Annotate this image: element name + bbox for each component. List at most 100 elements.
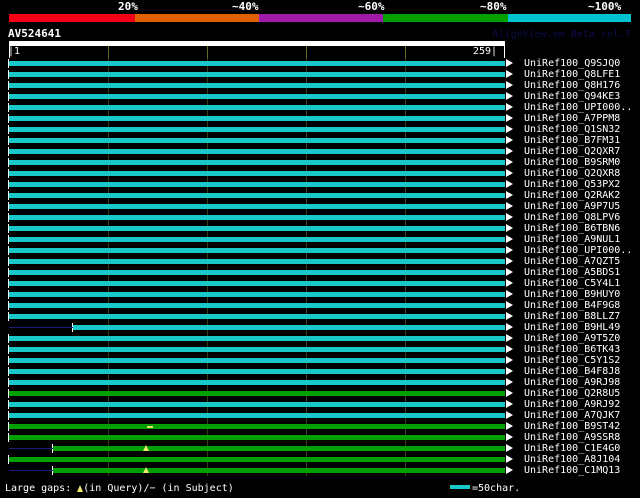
hsp-bar[interactable] <box>53 446 505 451</box>
hit-label[interactable]: UniRef100_A9RJ92 <box>524 399 621 410</box>
hit-row[interactable]: UniRef100_A9RJ92 <box>0 399 640 410</box>
hsp-bar[interactable] <box>9 94 505 99</box>
hit-row[interactable]: UniRef100_UPI000.. <box>0 245 640 256</box>
hsp-bar[interactable] <box>9 61 505 66</box>
hit-label[interactable]: UniRef100_B4F9G8 <box>524 300 621 311</box>
hit-row[interactable]: UniRef100_A7PPM8 <box>0 113 640 124</box>
hit-row[interactable]: UniRef100_UPI000.. <box>0 102 640 113</box>
hit-label[interactable]: UniRef100_A7QZT5 <box>524 256 621 267</box>
hit-row[interactable]: UniRef100_A9P7U5 <box>0 201 640 212</box>
hit-row[interactable]: UniRef100_A9NUL1 <box>0 234 640 245</box>
hit-row[interactable]: UniRef100_A8J104 <box>0 454 640 465</box>
hsp-bar[interactable] <box>9 182 505 187</box>
hsp-bar[interactable] <box>9 380 505 385</box>
hit-label[interactable]: UniRef100_C5Y4L1 <box>524 278 621 289</box>
hit-row[interactable]: UniRef100_B9SRM0 <box>0 157 640 168</box>
hit-label[interactable]: UniRef100_A7QJK7 <box>524 410 621 421</box>
hit-label[interactable]: UniRef100_A9RJ98 <box>524 377 621 388</box>
hsp-bar[interactable] <box>53 468 505 473</box>
hsp-bar[interactable] <box>73 325 505 330</box>
hit-row[interactable]: UniRef100_A9T5Z0 <box>0 333 640 344</box>
hit-label[interactable]: UniRef100_Q8H176 <box>524 80 621 91</box>
hit-row[interactable]: UniRef100_Q53PX2 <box>0 179 640 190</box>
hit-row[interactable]: UniRef100_Q2RAK2 <box>0 190 640 201</box>
hsp-bar[interactable] <box>9 358 505 363</box>
hit-label[interactable]: UniRef100_A8J104 <box>524 454 621 465</box>
hit-label[interactable]: UniRef100_Q53PX2 <box>524 179 621 190</box>
hit-row[interactable]: UniRef100_B4F9G8 <box>0 300 640 311</box>
hit-row[interactable]: UniRef100_Q8LFE1 <box>0 69 640 80</box>
hit-row[interactable]: UniRef100_B9ST42 <box>0 421 640 432</box>
hsp-bar[interactable] <box>9 391 505 396</box>
hit-row[interactable]: UniRef100_B9HL49 <box>0 322 640 333</box>
hsp-bar[interactable] <box>9 127 505 132</box>
hsp-bar[interactable] <box>9 237 505 242</box>
hit-row[interactable]: UniRef100_Q8H176 <box>0 80 640 91</box>
hit-label[interactable]: UniRef100_A7PPM8 <box>524 113 621 124</box>
hit-row[interactable]: UniRef100_Q8LPV6 <box>0 212 640 223</box>
hsp-bar[interactable] <box>9 248 505 253</box>
hsp-bar[interactable] <box>9 303 505 308</box>
hit-row[interactable]: UniRef100_Q9SJQ0 <box>0 58 640 69</box>
hit-label[interactable]: UniRef100_A9P7U5 <box>524 201 621 212</box>
hit-row[interactable]: UniRef100_Q94KE3 <box>0 91 640 102</box>
hit-label[interactable]: UniRef100_B9HL49 <box>524 322 621 333</box>
hsp-bar[interactable] <box>9 435 505 440</box>
hit-row[interactable]: UniRef100_B7FM31 <box>0 135 640 146</box>
hsp-bar[interactable] <box>9 72 505 77</box>
hsp-bar[interactable] <box>9 369 505 374</box>
hsp-bar[interactable] <box>9 413 505 418</box>
hit-label[interactable]: UniRef100_Q2QXR8 <box>524 168 621 179</box>
hit-row[interactable]: UniRef100_A7QJK7 <box>0 410 640 421</box>
hsp-bar[interactable] <box>9 171 505 176</box>
hit-label[interactable]: UniRef100_Q94KE3 <box>524 91 621 102</box>
hsp-bar[interactable] <box>9 160 505 165</box>
hit-row[interactable]: UniRef100_B6TK43 <box>0 344 640 355</box>
hit-label[interactable]: UniRef100_Q2QXR7 <box>524 146 621 157</box>
hit-label[interactable]: UniRef100_A5BDS1 <box>524 267 621 278</box>
hit-label[interactable]: UniRef100_A9NUL1 <box>524 234 621 245</box>
hit-label[interactable]: UniRef100_B9SRM0 <box>524 157 621 168</box>
hsp-bar[interactable] <box>9 424 505 429</box>
hsp-bar[interactable] <box>9 193 505 198</box>
hsp-bar[interactable] <box>9 149 505 154</box>
hit-label[interactable]: UniRef100_A9T5Z0 <box>524 333 621 344</box>
hsp-bar[interactable] <box>9 292 505 297</box>
hit-row[interactable]: UniRef100_Q2QXR7 <box>0 146 640 157</box>
hit-label[interactable]: UniRef100_B6TBN6 <box>524 223 621 234</box>
hit-row[interactable]: UniRef100_B4F8J8 <box>0 366 640 377</box>
hsp-bar[interactable] <box>9 226 505 231</box>
hsp-bar[interactable] <box>9 270 505 275</box>
hit-row[interactable]: UniRef100_B9HUY0 <box>0 289 640 300</box>
hit-label[interactable]: UniRef100_B6TK43 <box>524 344 621 355</box>
hsp-bar[interactable] <box>9 83 505 88</box>
hit-label[interactable]: UniRef100_C1MQ13 <box>524 465 621 476</box>
hit-row[interactable]: UniRef100_Q1SN32 <box>0 124 640 135</box>
hit-label[interactable]: UniRef100_Q2RAK2 <box>524 190 621 201</box>
hsp-bar[interactable] <box>9 105 505 110</box>
hsp-bar[interactable] <box>9 347 505 352</box>
hsp-bar[interactable] <box>9 204 505 209</box>
hit-row[interactable]: UniRef100_C5Y1S2 <box>0 355 640 366</box>
hit-label[interactable]: UniRef100_B8LLZ7 <box>524 311 621 322</box>
hit-label[interactable]: UniRef100_Q9SJQ0 <box>524 58 621 69</box>
hit-label[interactable]: UniRef100_C5Y1S2 <box>524 355 621 366</box>
hit-row[interactable]: UniRef100_Q2R8U5 <box>0 388 640 399</box>
hsp-bar[interactable] <box>9 281 505 286</box>
hit-row[interactable]: UniRef100_A5BDS1 <box>0 267 640 278</box>
hit-label[interactable]: UniRef100_Q8LPV6 <box>524 212 621 223</box>
hit-label[interactable]: UniRef100_Q8LFE1 <box>524 69 621 80</box>
hit-label[interactable]: UniRef100_Q2R8U5 <box>524 388 621 399</box>
hsp-bar[interactable] <box>9 215 505 220</box>
hit-label[interactable]: UniRef100_B9ST42 <box>524 421 621 432</box>
hit-label[interactable]: UniRef100_B4F8J8 <box>524 366 621 377</box>
hsp-bar[interactable] <box>9 259 505 264</box>
hit-label[interactable]: UniRef100_B7FM31 <box>524 135 621 146</box>
hit-label[interactable]: UniRef100_A9SSR8 <box>524 432 621 443</box>
hsp-bar[interactable] <box>9 138 505 143</box>
hsp-bar[interactable] <box>9 336 505 341</box>
hsp-bar[interactable] <box>9 116 505 121</box>
hit-row[interactable]: UniRef100_A7QZT5 <box>0 256 640 267</box>
hit-label[interactable]: UniRef100_B9HUY0 <box>524 289 621 300</box>
hit-row[interactable]: UniRef100_C1E4G0 <box>0 443 640 454</box>
